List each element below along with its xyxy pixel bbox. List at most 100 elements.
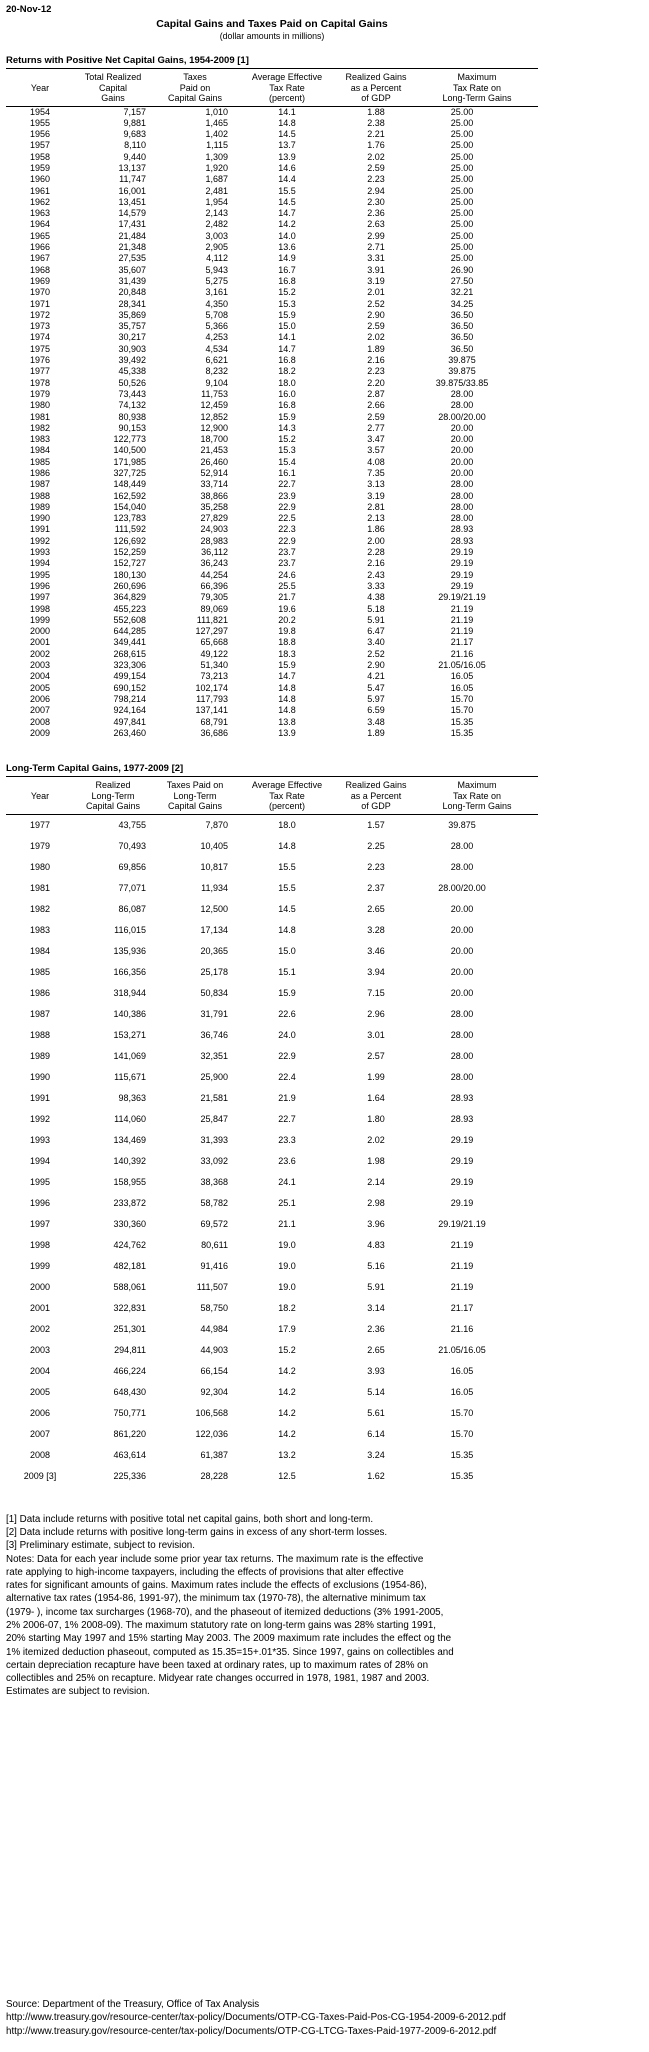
cell: 3.40 — [367, 637, 385, 648]
cell: 92,304 — [200, 1386, 228, 1397]
cell: 1993 — [29, 547, 51, 558]
cell: 152,727 — [113, 558, 146, 569]
source-url-1[interactable]: http://www.treasury.gov/resource-center/… — [6, 2012, 506, 2023]
cell: 50,834 — [200, 987, 228, 998]
cell: 20.2 — [278, 614, 296, 625]
cell: 4,534 — [205, 343, 228, 354]
cell: 2.16 — [367, 558, 385, 569]
cell: 2.25 — [367, 840, 385, 851]
cell: 13.2 — [278, 1449, 296, 1460]
cell: 1984 — [29, 445, 51, 456]
cell: 15.70 — [450, 1428, 474, 1439]
cell: 2007 — [29, 1428, 51, 1439]
cell: 45,338 — [118, 366, 146, 377]
table-row: 2008 463,614 61,387 13.2 3.24 15.35 — [6, 1445, 538, 1466]
cell: 2.87 — [367, 388, 385, 399]
cell: 126,692 — [113, 535, 146, 546]
cell: 15.5 — [278, 882, 296, 893]
cell: 1968 — [29, 264, 51, 275]
cell: 29.19/21.19 — [438, 592, 486, 603]
cell: 69,572 — [200, 1218, 228, 1229]
cell: 1975 — [29, 343, 51, 354]
source-url-2[interactable]: http://www.treasury.gov/resource-center/… — [6, 2025, 497, 2037]
column-header: Maximum Tax Rate on Long-Term Gains — [416, 777, 538, 815]
cell: 1985 — [29, 966, 51, 977]
cell: 2002 — [29, 1323, 51, 1334]
table-row: 1983 116,015 17,134 14.8 3.28 20.00 — [6, 920, 538, 941]
column-header: Total Realized Capital Gains — [74, 69, 152, 107]
cell: 1.80 — [367, 1113, 385, 1124]
cell: 2.00 — [367, 535, 385, 546]
cell: 17,431 — [118, 219, 146, 230]
cell: 122,036 — [195, 1428, 228, 1439]
cell: 1,402 — [205, 129, 228, 140]
cell: 349,441 — [113, 637, 146, 648]
table-row: 1984 135,936 20,365 15.0 3.46 20.00 — [6, 941, 538, 962]
cell: 1958 — [29, 151, 51, 162]
cell: 268,615 — [113, 648, 146, 659]
footnotes: [1] Data include returns with positive t… — [6, 1513, 454, 1698]
cell: 2.59 — [367, 411, 385, 422]
cell: 2.90 — [367, 309, 385, 320]
cell: 1.62 — [367, 1470, 385, 1481]
cell: 26,460 — [200, 456, 228, 467]
cell: 1987 — [29, 1008, 51, 1019]
cell: 9,104 — [205, 377, 228, 388]
cell: 21.17 — [450, 1302, 474, 1313]
cell: 11,747 — [119, 174, 146, 185]
cell: 14.5 — [278, 129, 296, 140]
cell: 31,439 — [118, 275, 146, 286]
cell: 3.24 — [367, 1449, 385, 1460]
cell: 36.50 — [450, 332, 474, 343]
cell: 5,366 — [205, 321, 228, 332]
cell: 28.00 — [450, 490, 474, 501]
column-header: Realized Gains as a Percent of GDP — [336, 777, 416, 815]
cell: 9,683 — [123, 129, 146, 140]
cell: 2.28 — [367, 547, 385, 558]
cell: 294,811 — [114, 1344, 146, 1355]
table-row: 1967 27,535 4,112 14.9 3.31 25.00 — [6, 253, 538, 264]
cell: 21.16 — [450, 1323, 474, 1334]
cell: 1.89 — [367, 727, 385, 738]
cell: 4,253 — [205, 332, 228, 343]
cell: 29.19 — [450, 1155, 474, 1166]
cell: 466,224 — [113, 1365, 146, 1376]
table-row: 2002 268,615 49,122 18.3 2.52 21.16 — [6, 649, 538, 660]
table-row: 1963 14,579 2,143 14.7 2.36 25.00 — [6, 208, 538, 219]
cell: 318,944 — [113, 987, 146, 998]
table-row: 1987 148,449 33,714 22.7 3.13 28.00 — [6, 479, 538, 490]
cell: 31,393 — [200, 1134, 228, 1145]
cell: 19.0 — [278, 1260, 296, 1271]
cell: 22.5 — [278, 513, 296, 524]
cell: 35,607 — [118, 264, 146, 275]
cell: 1,309 — [205, 151, 228, 162]
cell: 15.3 — [278, 445, 296, 456]
cell: 65,668 — [200, 637, 228, 648]
cell: 141,069 — [113, 1050, 146, 1061]
cell: 29.19 — [450, 547, 474, 558]
cell: 111,507 — [196, 1281, 228, 1292]
table-row: 2009 263,460 36,686 13.9 1.89 15.35 — [6, 728, 538, 739]
cell: 18.0 — [278, 819, 296, 830]
table-row: 1991 111,592 24,903 22.3 1.86 28.93 — [6, 524, 538, 535]
cell: 180,130 — [113, 569, 146, 580]
cell: 79,305 — [200, 592, 228, 603]
cell: 16.05 — [450, 671, 474, 682]
column-header: Taxes Paid on Capital Gains — [152, 69, 238, 107]
cell: 3.57 — [367, 445, 385, 456]
cell: 1993 — [29, 1134, 51, 1145]
cell: 25.00 — [450, 106, 474, 117]
table-row: 1989 141,069 32,351 22.9 2.57 28.00 — [6, 1046, 538, 1067]
cell: 1954 — [29, 106, 51, 117]
cell: 15.35 — [450, 1449, 474, 1460]
cell: 20.00 — [450, 903, 474, 914]
cell: 1981 — [29, 882, 51, 893]
cell: 1981 — [29, 411, 51, 422]
cell: 1992 — [29, 1113, 51, 1124]
table-row: 2001 322,831 58,750 18.2 3.14 21.17 — [6, 1298, 538, 1319]
cell: 28,983 — [200, 535, 228, 546]
cell: 3.31 — [367, 253, 385, 264]
cell: 1973 — [29, 321, 51, 332]
cell: 152,259 — [113, 547, 146, 558]
cell: 21,453 — [200, 445, 228, 456]
